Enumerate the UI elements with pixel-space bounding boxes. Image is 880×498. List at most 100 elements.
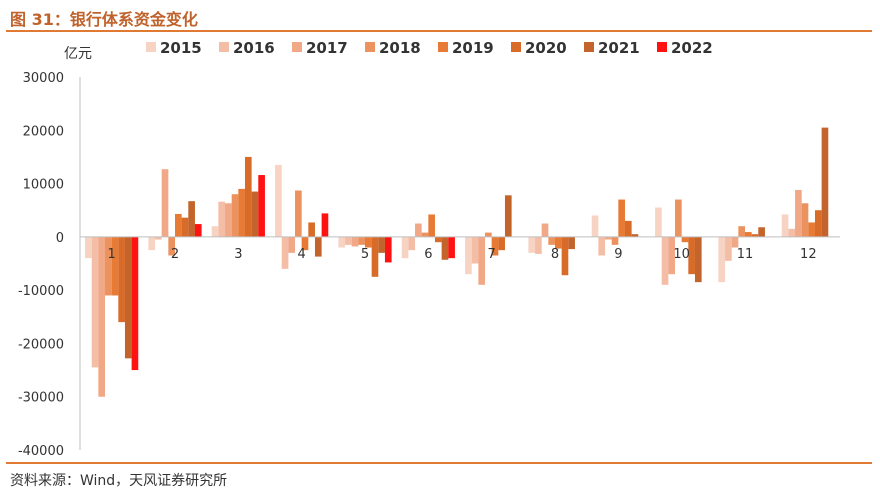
bar-2022-3 (258, 175, 265, 237)
bar-chart: 2015 2016 2017 2018 2019 2020 2021 2022 亿元 3000… (18, 39, 840, 459)
category-label: 9 (614, 247, 622, 262)
legend-label-2018: 2018 (379, 39, 421, 57)
bar-2017-4 (288, 236, 296, 253)
legend-label-2015: 2015 (160, 39, 202, 57)
legend-swatch-2021 (584, 42, 594, 52)
bar-2016-1 (91, 236, 99, 368)
bar-2017-12 (795, 189, 802, 237)
source-rule (6, 462, 872, 464)
bar-2020-7 (498, 236, 505, 251)
legend-label-2021: 2021 (598, 39, 640, 57)
category-label: 3 (234, 247, 242, 262)
bar-2015-2 (148, 236, 156, 251)
bar-2021-11 (758, 227, 765, 237)
bar-2018-1 (105, 236, 112, 296)
category-label: 7 (488, 247, 496, 262)
bar-2022-4 (321, 213, 329, 237)
bar-2015-12 (781, 214, 789, 237)
bar-2015-9 (591, 215, 599, 237)
bar-2021-12 (821, 127, 829, 237)
legend-swatch-2016 (219, 42, 229, 52)
bar-2021-6 (441, 236, 449, 260)
bar-2019-11 (745, 232, 752, 237)
bar-2019-8 (555, 236, 562, 249)
y-tick-label: 10000 (23, 178, 64, 193)
category-label: 1 (108, 247, 116, 262)
bar-2018-5 (358, 236, 365, 245)
figure-title: 图 31：银行体系资金变化 (10, 10, 198, 29)
bar-2018-12 (801, 203, 809, 237)
bar-2020-12 (814, 210, 822, 237)
y-tick-label: 0 (56, 231, 64, 246)
bar-2022-2 (194, 224, 202, 237)
bar-2022-5 (384, 236, 392, 263)
bar-2018-9 (611, 236, 619, 245)
bar-2015-3 (211, 226, 219, 237)
legend: 2015 2016 2017 2018 2019 2020 2021 2022 (146, 39, 713, 57)
y-axis: 30000 20000 10000 0 -10000 -20000 -30000 -40000 (18, 71, 81, 459)
bar-2021-3 (251, 191, 259, 237)
bar-2020-5 (371, 236, 379, 277)
y-tick-label: -40000 (18, 444, 64, 459)
bar-2021-2 (188, 201, 195, 237)
bar-2019-5 (365, 236, 372, 248)
legend-label-2022: 2022 (671, 39, 713, 57)
bar-2020-1 (118, 236, 125, 323)
bar-2019-3 (238, 188, 245, 237)
bar-2018-3 (231, 194, 239, 237)
category-label: 4 (298, 247, 306, 262)
legend-label-2016: 2016 (233, 39, 275, 57)
y-tick-label: -20000 (18, 337, 64, 352)
legend-label-2017: 2017 (306, 39, 348, 57)
bar-2015-1 (85, 236, 92, 259)
title-rule (6, 30, 872, 32)
bar-2017-2 (161, 169, 169, 237)
y-tick-label: -10000 (18, 284, 64, 299)
bar-2020-10 (688, 236, 695, 275)
bar-2019-9 (618, 199, 625, 237)
bar-2015-8 (528, 236, 536, 253)
bar-2018-7 (485, 232, 492, 237)
bar-2018-6 (421, 232, 429, 237)
bar-2016-6 (408, 236, 416, 251)
bar-2016-9 (598, 236, 606, 256)
category-label: 10 (673, 247, 690, 262)
bar-2015-11 (718, 236, 726, 283)
bar-2017-11 (731, 236, 739, 248)
bar-2021-7 (504, 195, 512, 237)
y-tick-label: -30000 (18, 391, 64, 406)
category-label: 11 (737, 247, 754, 262)
category-label: 5 (361, 247, 369, 262)
bar-2021-10 (694, 236, 702, 283)
bar-2018-10 (675, 199, 682, 237)
bar-2015-10 (655, 207, 662, 237)
bar-2016-8 (535, 236, 542, 254)
bar-2017-10 (668, 236, 676, 275)
bar-2017-7 (478, 236, 486, 285)
bar-2016-4 (281, 236, 289, 269)
bar-2015-5 (338, 236, 346, 248)
bar-2021-9 (631, 234, 639, 237)
legend-swatch-2020 (511, 42, 521, 52)
bar-2016-7 (471, 236, 479, 264)
category-label: 6 (424, 247, 432, 262)
bar-2020-3 (244, 156, 252, 237)
bar-2015-4 (275, 164, 282, 237)
y-tick-label: 30000 (23, 71, 64, 86)
bar-2020-2 (181, 217, 189, 237)
bar-2016-2 (155, 236, 162, 240)
category-label: 12 (800, 247, 817, 262)
bar-2019-12 (808, 222, 815, 237)
category-label: 8 (551, 247, 559, 262)
bar-2015-7 (465, 236, 472, 275)
bar-2020-11 (751, 234, 759, 237)
bar-2016-3 (218, 201, 226, 237)
bar-2017-3 (225, 203, 232, 237)
bar-2021-8 (568, 236, 575, 250)
legend-swatch-2019 (438, 42, 448, 52)
bar-2021-4 (314, 236, 322, 257)
y-tick-label: 20000 (23, 124, 64, 139)
bar-2017-6 (415, 223, 422, 237)
bars (85, 127, 829, 397)
legend-label-2019: 2019 (452, 39, 494, 57)
